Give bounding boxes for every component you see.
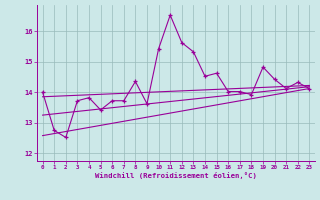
X-axis label: Windchill (Refroidissement éolien,°C): Windchill (Refroidissement éolien,°C) (95, 172, 257, 179)
